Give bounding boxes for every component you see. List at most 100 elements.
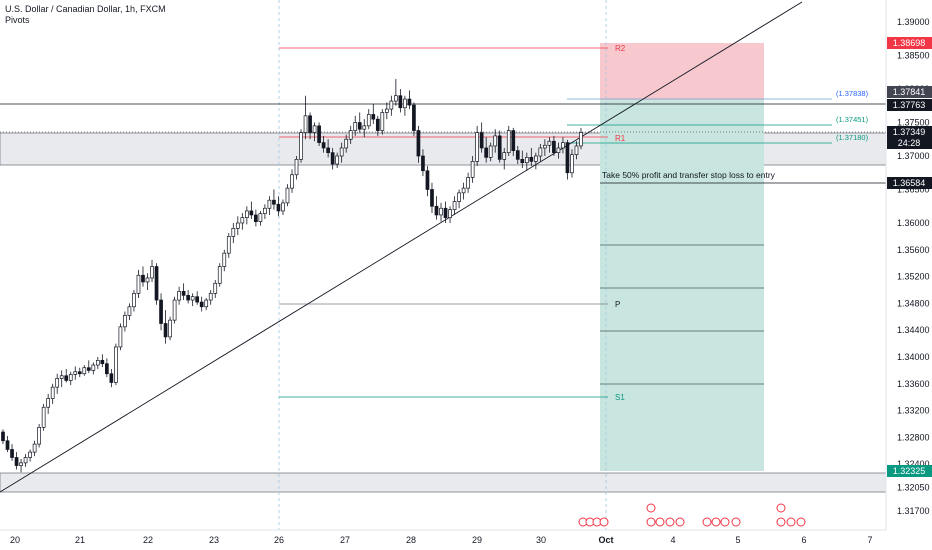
- candle-body: [439, 207, 443, 216]
- us-flag-icon[interactable]: [655, 517, 665, 527]
- candle-body: [479, 132, 484, 149]
- pivot-s1-label: S1: [615, 393, 625, 402]
- time-tick-label: 23: [209, 535, 219, 545]
- time-tick-label: 20: [10, 535, 20, 545]
- price-tick-label: 1.31700: [897, 506, 930, 516]
- candle-body: [82, 367, 87, 375]
- price-badge: [887, 465, 932, 477]
- candle-body: [5, 440, 10, 450]
- trend-line[interactable]: [0, 1, 803, 493]
- candle-body: [276, 203, 281, 212]
- candle-body: [326, 147, 330, 154]
- us-flag-icon[interactable]: [786, 517, 796, 527]
- us-flag-icon[interactable]: [711, 517, 721, 527]
- candle-body: [208, 293, 213, 301]
- candle-body: [506, 130, 511, 153]
- us-flag-icon[interactable]: [675, 517, 685, 527]
- candle-body: [312, 125, 317, 133]
- candle-body: [294, 159, 299, 176]
- us-flag-icon[interactable]: [720, 517, 730, 527]
- candle-body: [46, 398, 51, 408]
- fib-label: (1.37838): [836, 89, 869, 98]
- candle-body: [339, 147, 344, 157]
- candle-body: [199, 301, 204, 308]
- candle-body: [132, 293, 136, 308]
- price-tick-label: 1.35200: [897, 272, 930, 282]
- candle-body: [543, 144, 547, 149]
- candle-body: [547, 140, 552, 146]
- time-tick-label: 28: [406, 535, 416, 545]
- price-badge-text: 1.37763: [893, 100, 926, 110]
- price-badge-text: 1.32325: [893, 466, 926, 476]
- candle-body: [23, 457, 28, 464]
- economic-events[interactable]: [578, 503, 806, 527]
- candle-body: [348, 130, 353, 140]
- us-flag-icon[interactable]: [599, 517, 609, 527]
- take-profit-zone[interactable]: [600, 100, 764, 471]
- candle-body: [389, 100, 394, 110]
- indicator-label: Pivots: [5, 15, 30, 25]
- price-axis[interactable]: 1.390001.385001.380001.375001.370001.365…: [897, 17, 930, 516]
- candle-body: [159, 299, 163, 324]
- candle-body: [68, 374, 73, 381]
- candle-body: [109, 373, 114, 383]
- candle-body: [570, 154, 574, 174]
- candle-body: [41, 406, 46, 428]
- price-tick-label: 1.37000: [897, 151, 930, 161]
- price-badge: [887, 99, 932, 111]
- lower-zone: [0, 472, 887, 493]
- ca-flag-icon[interactable]: [646, 503, 656, 513]
- candle-body: [64, 375, 69, 381]
- price-tick-label: 1.32400: [897, 459, 930, 469]
- us-flag-icon[interactable]: [776, 517, 786, 527]
- candle-body: [416, 130, 421, 157]
- us-flag-icon[interactable]: [776, 503, 786, 513]
- candle-body: [403, 98, 407, 109]
- pivot-p-label: P: [615, 300, 620, 309]
- time-axis[interactable]: 20 21 22 23 26 27 28 29 30 Oct 4 5 6 7: [10, 535, 873, 545]
- annotation-text[interactable]: Take 50% profit and transfer stop loss t…: [602, 170, 776, 180]
- candle-body: [529, 156, 534, 162]
- candle-body: [538, 147, 543, 157]
- price-badge-text: 1.36584: [893, 178, 926, 188]
- price-tick-label: 1.36500: [897, 185, 930, 195]
- candle-body: [10, 449, 14, 458]
- candle-body: [240, 217, 245, 224]
- candle-body: [561, 142, 565, 149]
- candle-body: [55, 378, 60, 388]
- time-tick-label: Oct: [598, 535, 613, 545]
- price-tick-label: 1.34400: [897, 325, 930, 335]
- candle-body: [303, 115, 308, 133]
- candle-body: [222, 252, 227, 267]
- candle-body: [407, 98, 412, 106]
- candle-body: [195, 296, 200, 303]
- candle-body: [285, 187, 290, 204]
- candle-body: [330, 152, 335, 165]
- us-flag-icon[interactable]: [665, 517, 675, 527]
- candle-body: [244, 210, 249, 218]
- candle-body: [384, 108, 389, 113]
- stop-loss-zone[interactable]: [600, 43, 764, 100]
- candle-body: [299, 132, 303, 160]
- candle-body: [213, 282, 218, 294]
- candle-body: [461, 187, 466, 194]
- candle-body: [86, 367, 91, 371]
- us-flag-icon[interactable]: [731, 517, 741, 527]
- candle-body: [497, 135, 502, 160]
- candle-body: [484, 147, 489, 158]
- price-badge-text: 1.37349: [893, 127, 926, 137]
- candle-body: [177, 290, 181, 301]
- candle-body: [181, 290, 186, 296]
- candle-body: [14, 457, 19, 466]
- us-flag-icon[interactable]: [702, 517, 712, 527]
- price-tick-label: 1.34800: [897, 298, 930, 308]
- candle-body: [475, 132, 479, 162]
- candle-body: [321, 142, 326, 149]
- price-tick-label: 1.38500: [897, 51, 930, 61]
- us-flag-icon[interactable]: [646, 517, 656, 527]
- us-flag-icon[interactable]: [796, 517, 806, 527]
- candle-body: [95, 360, 100, 366]
- candle-body: [123, 315, 127, 328]
